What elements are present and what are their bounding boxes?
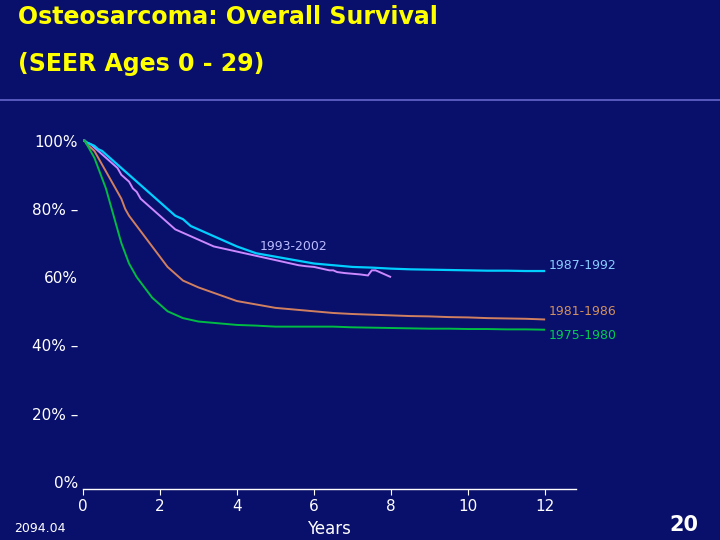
Text: 20: 20 bbox=[670, 515, 698, 535]
Text: Osteosarcoma: Overall Survival: Osteosarcoma: Overall Survival bbox=[18, 5, 438, 29]
Text: 1981-1986: 1981-1986 bbox=[549, 305, 617, 318]
Text: 2094.04: 2094.04 bbox=[14, 522, 66, 535]
Text: 1987-1992: 1987-1992 bbox=[549, 259, 617, 272]
Text: (SEER Ages 0 - 29): (SEER Ages 0 - 29) bbox=[18, 52, 264, 76]
Text: 1975-1980: 1975-1980 bbox=[549, 329, 617, 342]
Text: 1993-2002: 1993-2002 bbox=[260, 240, 328, 253]
X-axis label: Years: Years bbox=[307, 519, 351, 538]
